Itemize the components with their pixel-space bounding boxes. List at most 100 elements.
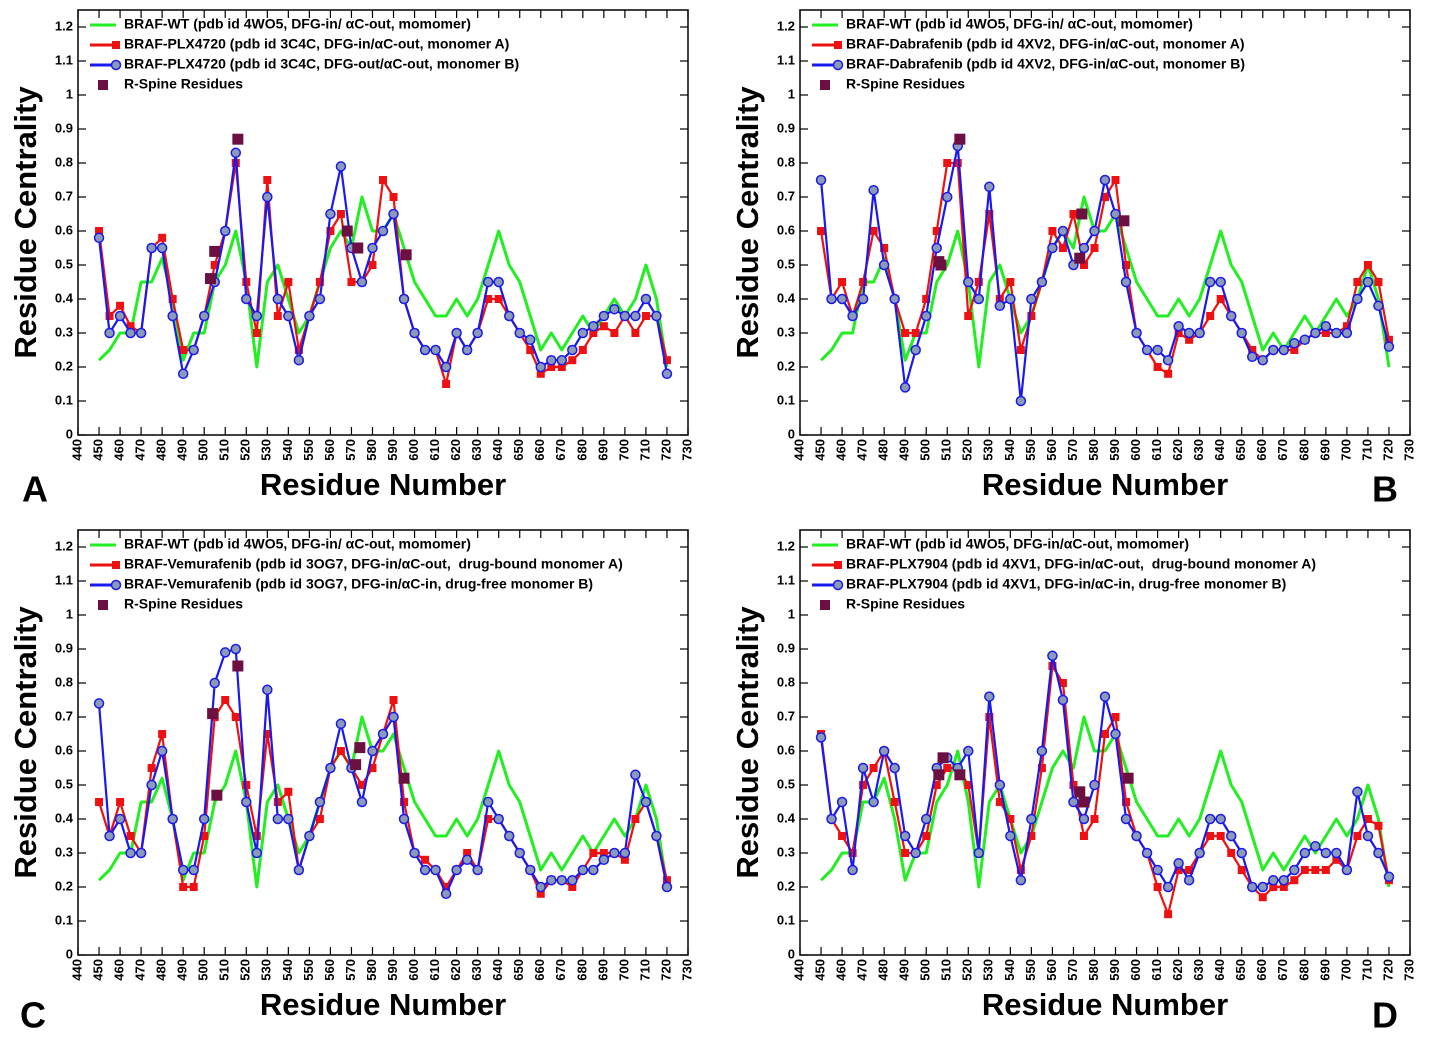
x-tick-label: 490 (175, 439, 190, 461)
red-square-marker (1079, 261, 1088, 269)
blue-circle-marker (1320, 847, 1332, 859)
blue-circle-marker (1057, 225, 1069, 237)
x-tick-label: 560 (1044, 959, 1059, 981)
blue-circle-marker (93, 232, 105, 244)
blue-circle-marker (1068, 796, 1079, 808)
legend-label: BRAF-PLX7904 (pdb id 4XV1, DFG-in/αC-out… (846, 556, 1316, 572)
plot-frame (799, 529, 1411, 956)
red-square-marker (95, 227, 104, 235)
red-square-marker (599, 849, 608, 857)
y-tick-label: 0.6 (55, 222, 73, 237)
red-square-marker (1164, 910, 1173, 919)
red-square-marker (1153, 883, 1162, 891)
red-square-marker (578, 346, 587, 354)
red-square-marker (953, 159, 962, 167)
y-tick-label: 1.2 (777, 18, 795, 33)
blue-circle-marker (314, 796, 326, 808)
blue-circle-marker (1215, 813, 1226, 825)
legend-label: R-Spine Residues (846, 76, 965, 92)
legend-label: BRAF-WT (pdb id 4WO5, DFG-in/ αC-out, mo… (846, 16, 1193, 32)
x-tick-label: 670 (553, 439, 568, 461)
blue-circle-marker (1341, 327, 1353, 339)
red-square-marker (294, 346, 303, 354)
x-tick-label: 480 (876, 439, 891, 461)
y-tick-label: 1 (66, 86, 73, 101)
y-tick-label: 0.5 (55, 256, 73, 271)
blue-circle-marker (398, 293, 410, 305)
y-tick-label: 0.4 (55, 290, 74, 305)
blue-circle-marker (1225, 830, 1237, 842)
x-axis-title: Residue Number (260, 987, 506, 1022)
plot-frame (799, 9, 1411, 436)
blue-circle-marker (1341, 864, 1353, 876)
y-tick-label: 0.8 (777, 154, 795, 169)
x-tick-label: 660 (532, 439, 547, 461)
y-tick-label: 1.2 (777, 538, 795, 553)
red-square-marker (1027, 832, 1036, 840)
blue-circle-marker (1120, 276, 1132, 288)
y-tick-label: 0.7 (777, 188, 795, 203)
red-square-marker (620, 855, 629, 864)
blue-circle-marker (1005, 293, 1016, 305)
x-tick-label: 500 (918, 959, 933, 981)
plot-frame (77, 9, 689, 436)
blue-circle-marker (836, 796, 848, 808)
red-square-marker (1342, 322, 1351, 331)
red-square-marker (368, 764, 377, 772)
y-tick-label: 0.6 (55, 742, 73, 757)
blue-circle-marker (177, 864, 189, 876)
panel-label: A (22, 469, 48, 510)
red-square-marker (838, 832, 847, 840)
x-tick-label: 550 (301, 439, 316, 461)
legend-label: BRAF-Vemurafenib (pdb id 3OG7, DFG-in/αC… (124, 556, 623, 572)
x-tick-label: 650 (1233, 439, 1248, 461)
blue-circle-marker (1110, 728, 1121, 740)
red-square-marker (389, 696, 398, 704)
legend-label: BRAF-Dabrafenib (pdb id 4XV2, DFG-in/αC-… (846, 56, 1245, 72)
x-tick-label: 680 (1296, 439, 1311, 461)
x-tick-label: 630 (469, 959, 484, 981)
red-square-marker (336, 747, 345, 755)
blue-circle-marker (1310, 327, 1321, 339)
blue-circle-marker (567, 344, 578, 356)
red-square-marker (179, 883, 188, 891)
legend-label: BRAF-WT (pdb id 4WO5, DFG-in/αC-out, mom… (846, 536, 1189, 552)
blue-circle-marker (1289, 864, 1300, 876)
blue-circle-marker (847, 864, 858, 876)
blue-circle-marker (241, 293, 252, 305)
red-square-marker (922, 295, 931, 303)
blue-circle-marker (482, 276, 494, 288)
blue-circle-marker (388, 711, 399, 723)
red-square-marker (526, 346, 535, 354)
x-tick-label: 450 (812, 959, 827, 981)
red-square-marker (964, 312, 973, 320)
x-tick-label: 640 (490, 959, 505, 981)
red-square-marker (922, 832, 931, 840)
red-square-marker (932, 781, 941, 789)
blue-circle-marker (325, 762, 336, 774)
x-tick-label: 620 (1170, 439, 1185, 461)
x-tick-label: 590 (1107, 439, 1122, 461)
x-tick-label: 550 (301, 959, 316, 981)
red-square-marker (1279, 883, 1288, 891)
blue-circle-marker (146, 779, 157, 791)
red-square-marker (463, 849, 472, 857)
y-tick-label: 1 (788, 86, 795, 101)
y-tick-label: 0 (788, 426, 795, 441)
blue-circle-marker (836, 293, 848, 305)
red-square-marker (210, 261, 219, 269)
blue-circle-marker (651, 310, 662, 322)
blue-circle-marker (651, 830, 662, 842)
x-tick-label: 510 (217, 439, 232, 461)
blue-circle-marker (1141, 847, 1153, 859)
blue-circle-marker (440, 361, 452, 373)
red-square-marker (1206, 832, 1215, 840)
legend-label: R-Spine Residues (846, 596, 965, 612)
red-square-marker (379, 176, 387, 184)
blue-circle-marker (1047, 650, 1058, 662)
x-tick-label: 730 (679, 959, 694, 981)
red-square-marker (943, 159, 952, 167)
blue-circle-marker (451, 864, 462, 876)
blue-circle-marker (135, 327, 147, 339)
x-tick-label: 660 (1254, 439, 1269, 461)
